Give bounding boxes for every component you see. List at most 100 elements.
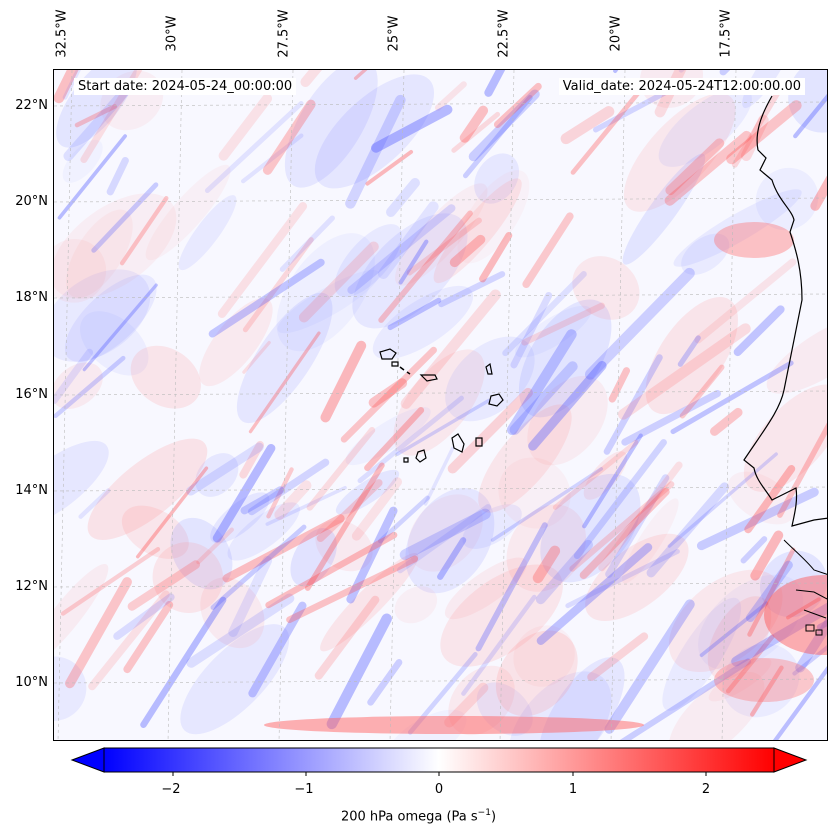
omega-streak [378,201,439,279]
omega-blob [290,528,337,587]
omega-blob [394,586,438,624]
lat-label-18n: 18°N [15,290,48,305]
omega-streak [745,560,793,623]
omega-blob [210,492,270,544]
bijagos-islands [805,624,823,636]
lon-gridline [499,70,515,740]
cape-verde-island [419,374,438,382]
omega-streak [646,482,730,578]
omega-streak [208,258,325,338]
omega-streak [423,446,455,506]
omega-streak [593,89,669,133]
omega-streak [119,196,169,266]
omega-streak [62,70,81,100]
omega-blob [658,87,752,167]
omega-streak [106,156,129,196]
omega-blob [540,473,641,583]
omega-streak [399,508,491,561]
omega-blob [200,577,265,649]
lat-label-14n: 14°N [15,483,48,498]
omega-blob [433,178,522,284]
omega-streak [367,659,403,706]
omega-blob [518,299,612,418]
omega-blob [130,345,201,409]
omega-blob [405,488,495,594]
omega-streak [306,426,376,511]
lon-label-22-5w: 22.5°W [496,9,512,58]
colorbar-body [103,747,775,773]
omega-streak [565,548,680,609]
omega-streak [510,291,553,369]
omega-blob [195,453,239,497]
omega-streak [731,85,784,168]
omega-blob [80,311,149,376]
omega-streak [320,340,367,423]
omega-streak [248,601,307,698]
omega-streak [396,504,492,574]
omega-blob [54,193,177,299]
omega-streak [725,634,775,694]
omega-streak [239,440,264,479]
omega-blob [788,70,827,133]
omega-streak [386,177,420,217]
colorbar-tick-neg2: −2 [161,782,181,797]
omega-streak [605,474,670,578]
omega-blob [462,504,522,549]
omega-streak [670,360,794,435]
omega-streak [750,530,784,581]
omega-streak [228,555,273,637]
omega-streak [459,105,489,143]
omega-positive-coast [714,658,814,702]
cape-verde-islet [399,366,405,371]
cape-verde-island [488,393,504,407]
omega-streak [584,267,695,380]
omega-streak [587,632,649,682]
omega-blob [87,438,208,540]
omega-blob [320,553,419,652]
omega-blob [513,625,575,687]
omega-blob [54,238,107,303]
colorbar-tick-1: 1 [568,782,578,797]
omega-streak [810,175,827,211]
omega-streak [88,590,170,691]
omega-streak [468,89,540,162]
omega-blob [227,502,300,561]
omega-streak [347,204,456,294]
omega-blob [722,643,800,718]
omega-streak [490,467,604,542]
lon-label-27-5w: 27.5°W [276,9,292,58]
omega-streak [479,232,513,283]
lon-gridline [278,70,294,740]
map-panel: Start date: 2024-05-24_00:00:00 Valid_da… [53,69,828,741]
omega-blob [698,574,804,671]
omega-streak [709,407,743,436]
cape-verde-island [475,437,483,447]
omega-streak [82,283,158,372]
omega-streak [773,665,827,740]
omega-streak [506,329,577,436]
lon-label-32-5w: 32.5°W [54,9,70,58]
omega-blob [277,270,380,334]
omega-blob [314,74,435,189]
lon-gridline [610,70,626,740]
omega-blob [444,557,528,620]
omega-streak [242,340,271,374]
omega-streak [792,645,827,676]
omega-streak [365,150,414,186]
omega-streak [608,367,631,403]
omega-blob [335,469,400,515]
lon-label-30w: 30°W [164,15,180,52]
omega-streak [532,545,561,584]
omega-streak [582,433,643,529]
omega-streak [664,130,752,206]
omega-streak [740,114,769,161]
omega-streak [300,70,322,88]
omega-streak [726,100,802,165]
lon-label-20w: 20°W [608,15,624,52]
omega-streak [493,82,542,129]
omega-streak [463,95,533,179]
omega-streak [279,215,335,272]
omega-streak [604,599,695,734]
africa-coastline [743,95,827,527]
omega-streak [298,241,379,323]
